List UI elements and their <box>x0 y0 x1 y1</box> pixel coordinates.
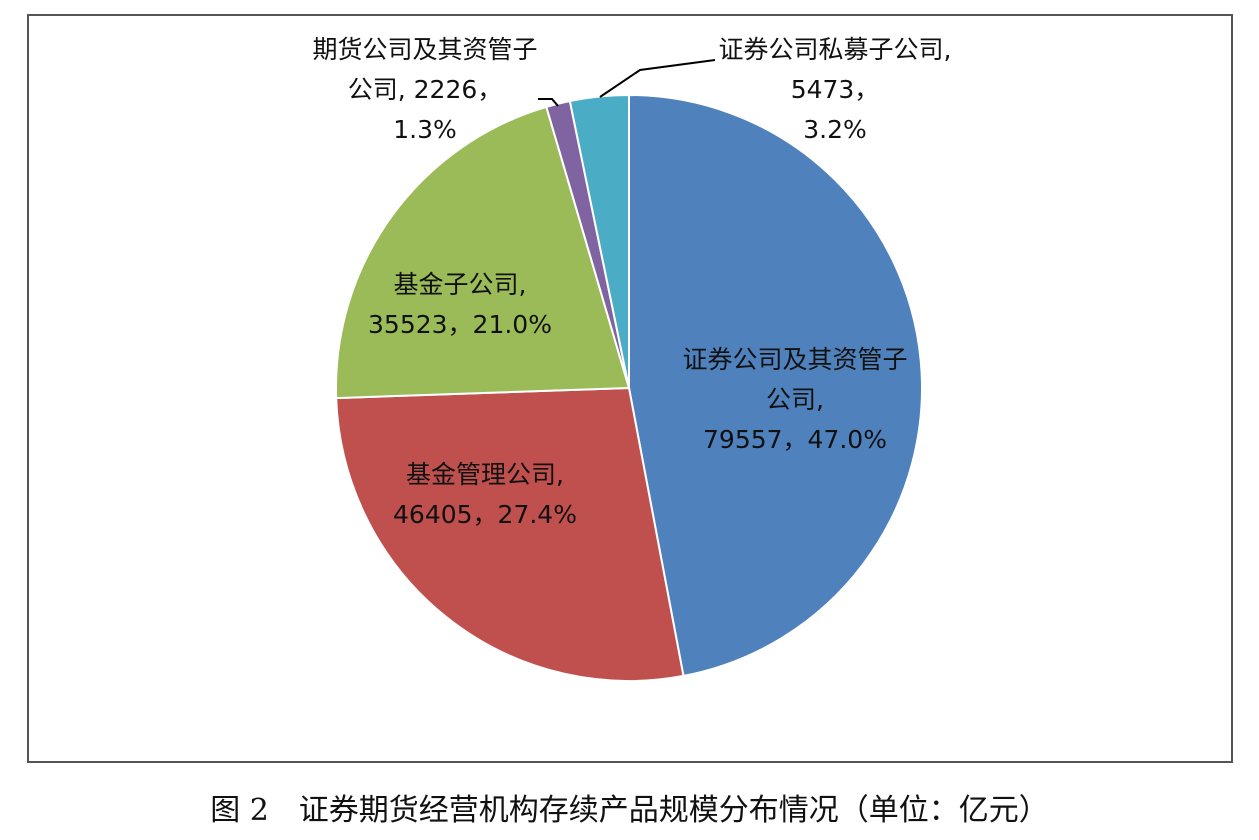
label-value: 2226， <box>413 75 503 104</box>
label-percentage: 47.0% <box>807 425 887 454</box>
data-label: 基金管理公司, 46405，27.4% <box>375 455 595 535</box>
pie-slice <box>335 386 685 682</box>
chart-frame <box>27 14 1233 763</box>
label-percentage: 21.0% <box>472 310 552 339</box>
leader-line <box>538 98 559 107</box>
pie-slice <box>335 105 631 400</box>
data-label: 证券公司私募子公司, 5473， 3.2% <box>715 30 955 150</box>
pie-slice <box>568 93 630 389</box>
label-value: 5473， <box>790 75 880 104</box>
label-category: 基金管理公司, <box>406 460 564 489</box>
label-percentage: 1.3% <box>393 115 457 144</box>
label-value: 46405， <box>393 500 498 529</box>
data-label: 证券公司及其资管子公司, 79557，47.0% <box>680 340 910 460</box>
pie <box>335 93 923 682</box>
label-value: 35523， <box>368 310 473 339</box>
label-group: 79557，47.0% <box>703 420 887 460</box>
label-percentage: 27.4% <box>497 500 577 529</box>
label-category: 期货公司及其资管子公司, <box>312 35 538 104</box>
chart-title: 图 2 证券期货经营机构存续产品规模分布情况（单位：亿元） <box>210 793 1049 828</box>
label-group: 35523，21.0% <box>368 305 552 345</box>
pie-slice <box>628 93 923 678</box>
label-category: 基金子公司, <box>393 270 527 299</box>
label-group: 46405，27.4% <box>393 495 577 535</box>
label-value: 79557， <box>703 425 808 454</box>
leader-line <box>599 59 716 98</box>
label-category: 证券公司私募子公司, <box>718 35 952 64</box>
data-label: 期货公司及其资管子公司, 2226， 1.3% <box>305 30 545 150</box>
label-percentage: 3.2% <box>803 115 867 144</box>
data-label: 基金子公司, 35523，21.0% <box>350 265 570 345</box>
label-category: 证券公司及其资管子公司, <box>682 345 908 414</box>
